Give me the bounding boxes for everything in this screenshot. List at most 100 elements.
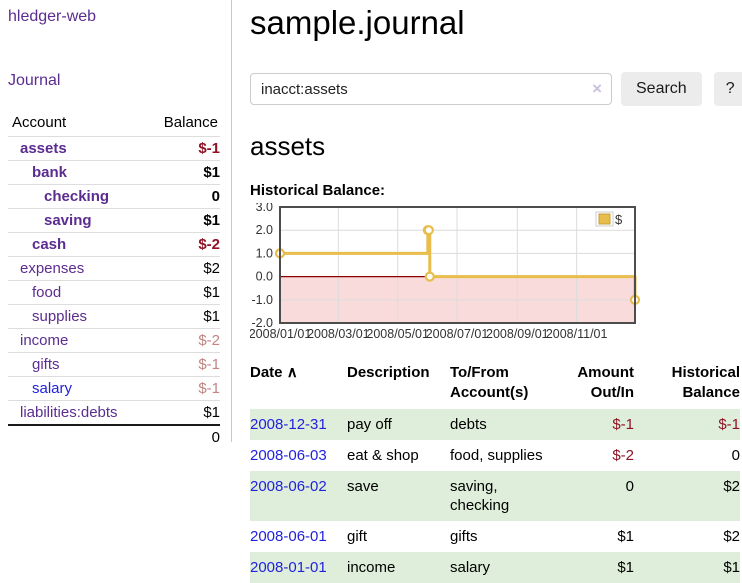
account-balance: $-1 xyxy=(145,136,220,161)
brand-link[interactable]: hledger-web xyxy=(8,8,97,25)
y-tick-label: 3.0 xyxy=(256,203,273,214)
register-row: 2008-06-02 save saving, checking 0 $2 xyxy=(250,471,740,521)
sidebar: hledger-web Journal Account Balance asse… xyxy=(0,0,232,449)
y-tick-label: -1.0 xyxy=(251,293,273,307)
register-header-row: Date ∧ Description To/From Account(s) Am… xyxy=(250,359,740,409)
account-link[interactable]: assets xyxy=(20,140,67,157)
account-link[interactable]: gifts xyxy=(32,356,60,373)
y-tick-label: -2.0 xyxy=(251,316,273,330)
transaction-accounts: salary xyxy=(450,559,491,576)
account-row: assets $-1 xyxy=(8,136,220,161)
transaction-description: gift xyxy=(347,528,368,545)
search-button[interactable]: Search xyxy=(621,72,702,106)
account-row: food $1 xyxy=(8,280,220,305)
chart-title: Historical Balance: xyxy=(250,182,386,199)
account-link[interactable]: checking xyxy=(44,188,110,205)
x-tick-label: 2008/07/01 xyxy=(426,327,489,341)
data-point-marker xyxy=(423,225,434,236)
x-tick-label: 2008/09/01 xyxy=(486,327,549,341)
transaction-amount: $-2 xyxy=(612,447,634,464)
transaction-date-link[interactable]: 2008-06-03 xyxy=(250,447,327,464)
account-heading: assets xyxy=(250,131,326,161)
transaction-date-link[interactable]: 2008-12-31 xyxy=(250,416,327,433)
account-row: gifts $-1 xyxy=(8,352,220,377)
accounts-header-row: Account Balance xyxy=(8,111,220,137)
register-header-amount[interactable]: Amount Out/In xyxy=(577,364,634,401)
search-bar: × Search ? xyxy=(250,72,742,106)
accounts-total-row: 0 xyxy=(8,424,220,449)
accounts-header-account: Account xyxy=(12,114,67,131)
transaction-accounts: gifts xyxy=(450,528,478,545)
data-point-marker xyxy=(424,271,435,282)
account-balance: $-2 xyxy=(145,232,220,257)
account-row: supplies $1 xyxy=(8,304,220,329)
transaction-date-link[interactable]: 2008-06-01 xyxy=(250,528,327,545)
transaction-balance: $2 xyxy=(723,528,740,545)
y-tick-label: 2.0 xyxy=(256,223,273,237)
transaction-description: income xyxy=(347,559,396,576)
account-balance: $2 xyxy=(145,256,220,281)
account-link[interactable]: food xyxy=(32,284,62,301)
transaction-accounts: debts xyxy=(450,416,487,433)
chart-svg: $3.0 2.0 1.0 0.0 -1.0 -2.02008/01/012008/03/0… xyxy=(250,203,641,341)
help-button[interactable]: ? xyxy=(713,72,742,106)
legend-label: $ xyxy=(615,212,623,227)
x-tick-label: 2008/11/01 xyxy=(546,327,608,341)
account-link[interactable]: bank xyxy=(32,164,68,181)
register-header-description[interactable]: Description xyxy=(347,364,430,381)
transaction-description: eat & shop xyxy=(347,447,419,464)
accounts-header-balance: Balance xyxy=(163,114,218,131)
legend-swatch xyxy=(598,213,611,225)
register-header-accounts[interactable]: To/From Account(s) xyxy=(450,364,529,401)
account-link[interactable]: expenses xyxy=(20,260,85,277)
transaction-amount: 0 xyxy=(625,478,634,495)
register-row: 2008-01-01 income salary $1 $1 xyxy=(250,552,740,583)
transaction-date-link[interactable]: 2008-01-01 xyxy=(250,559,327,576)
account-balance: $1 xyxy=(145,304,220,329)
transaction-balance: $-1 xyxy=(718,416,740,433)
plot-border xyxy=(279,206,636,324)
account-link[interactable]: liabilities:debts xyxy=(20,404,118,421)
y-tick-label: 1.0 xyxy=(256,246,273,260)
register-row: 2008-06-01 gift gifts $1 $2 xyxy=(250,521,740,552)
transaction-accounts: saving, checking xyxy=(450,478,510,514)
accounts-table: Account Balance assets $-1 bank $1 checking 0… xyxy=(8,111,220,449)
register-table: Date ∧ Description To/From Account(s) Am… xyxy=(250,359,740,583)
x-tick-label: 2008/05/01 xyxy=(366,327,429,341)
historical-balance-chart: $3.0 2.0 1.0 0.0 -1.0 -2.0 2008/01/01 2008/03/0… xyxy=(250,203,742,343)
transaction-amount: $-1 xyxy=(612,416,634,433)
search-field-wrap: × xyxy=(250,73,612,105)
account-balance: $-2 xyxy=(145,328,220,353)
register-header-date[interactable]: Date ∧ xyxy=(250,364,298,381)
account-balance: $1 xyxy=(145,160,220,185)
account-link[interactable]: supplies xyxy=(32,308,88,325)
x-tick-label: 2008/01/01 xyxy=(250,327,311,341)
transaction-accounts: food, supplies xyxy=(450,447,543,464)
account-balance: 0 xyxy=(145,184,220,209)
account-balance: $-1 xyxy=(145,352,220,377)
account-row: liabilities:debts $1 xyxy=(8,400,220,425)
account-row: cash $-2 xyxy=(8,232,220,257)
y-tick-label: 0.0 xyxy=(256,270,273,284)
account-row: salary $-1 xyxy=(8,376,220,401)
register-header-balance[interactable]: Historical Balance xyxy=(671,364,740,401)
transaction-balance: 0 xyxy=(731,447,740,464)
transaction-date-link[interactable]: 2008-06-02 xyxy=(250,478,327,495)
sidebar-item-journal[interactable]: Journal xyxy=(8,72,61,89)
account-link[interactable]: income xyxy=(20,332,69,349)
register-row: 2008-12-31 pay off debts $-1 $-1 xyxy=(250,409,740,440)
account-balance: $1 xyxy=(145,208,220,233)
account-row: expenses $2 xyxy=(8,256,220,281)
account-balance: $-1 xyxy=(145,376,220,401)
account-balance: $1 xyxy=(145,400,220,425)
account-row: checking 0 xyxy=(8,184,220,209)
account-link[interactable]: salary xyxy=(32,380,73,397)
clear-search-icon[interactable]: × xyxy=(592,79,602,98)
search-input[interactable] xyxy=(250,73,612,105)
account-link[interactable]: cash xyxy=(32,236,67,253)
account-link[interactable]: saving xyxy=(44,212,92,229)
transaction-amount: $1 xyxy=(617,528,634,545)
sort-ascending-icon: ∧ xyxy=(286,364,298,381)
accounts-total-balance: 0 xyxy=(145,424,220,449)
